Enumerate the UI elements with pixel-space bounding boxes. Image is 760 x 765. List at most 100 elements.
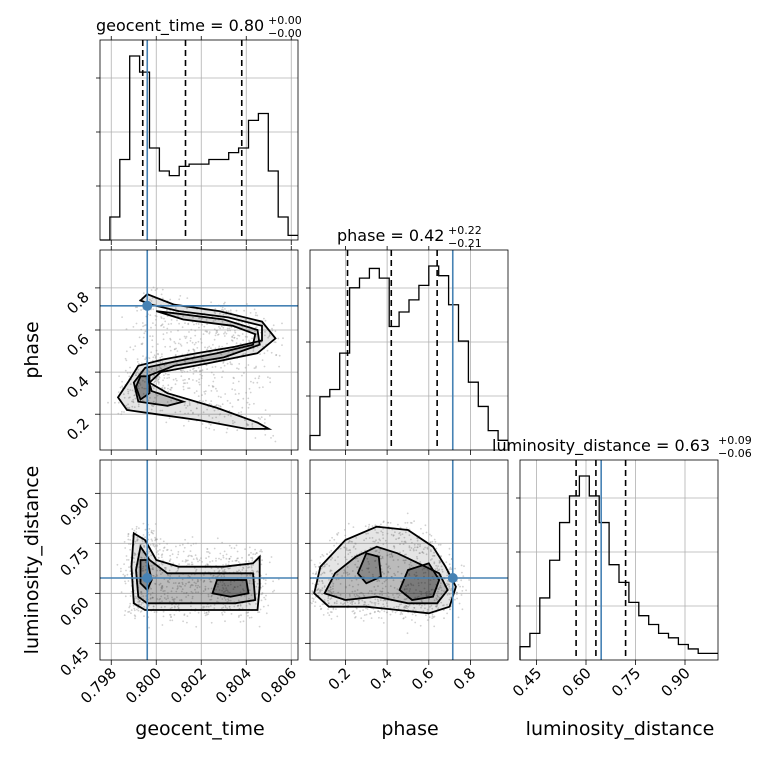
sample-point xyxy=(212,380,215,383)
sample-point xyxy=(137,609,140,612)
sample-point xyxy=(156,544,159,547)
sample-point xyxy=(231,560,234,562)
sample-point xyxy=(262,345,264,348)
sample-point xyxy=(201,394,203,396)
sample-point xyxy=(336,615,339,618)
sample-point xyxy=(397,559,399,561)
sample-point xyxy=(269,381,272,384)
sample-point xyxy=(329,539,331,542)
y-tick-label: 0.90 xyxy=(56,493,92,529)
sample-point xyxy=(370,590,373,593)
sample-point xyxy=(321,589,323,592)
sample-point xyxy=(438,568,441,571)
sample-point xyxy=(133,529,136,532)
sample-point xyxy=(222,606,225,609)
sample-point xyxy=(142,534,145,536)
sample-point xyxy=(223,332,225,335)
sample-point xyxy=(124,610,127,612)
sample-point xyxy=(179,410,182,413)
sample-point xyxy=(367,567,370,569)
sample-point xyxy=(318,591,321,594)
sample-point xyxy=(251,422,254,425)
sample-point xyxy=(226,601,229,603)
sample-point xyxy=(213,429,216,431)
contour-line xyxy=(135,544,257,605)
sample-point xyxy=(244,560,247,562)
sample-point xyxy=(425,531,428,534)
sample-point xyxy=(153,381,156,384)
sample-point xyxy=(428,593,431,595)
sample-point xyxy=(330,569,333,572)
sample-point xyxy=(221,612,223,614)
sample-point xyxy=(262,386,264,388)
sample-point xyxy=(125,404,128,407)
sample-point xyxy=(384,539,387,542)
sample-point xyxy=(383,580,386,583)
sample-point xyxy=(179,585,181,587)
sample-point xyxy=(247,406,250,409)
sample-point xyxy=(411,619,413,621)
sample-point xyxy=(205,611,208,614)
sample-point xyxy=(133,552,136,555)
sample-point xyxy=(170,389,172,391)
sample-point xyxy=(419,552,421,554)
sample-point xyxy=(431,588,433,591)
sample-point xyxy=(123,541,126,543)
sample-point xyxy=(241,374,243,377)
sample-point xyxy=(329,590,332,593)
sample-point xyxy=(191,536,194,538)
sample-point xyxy=(211,417,214,419)
sample-point xyxy=(344,570,347,573)
sample-point xyxy=(331,592,333,595)
sample-point xyxy=(197,580,200,582)
sample-point xyxy=(242,589,245,592)
sample-point xyxy=(398,603,401,606)
sample-point xyxy=(421,551,424,554)
sample-point xyxy=(416,537,418,539)
sample-point xyxy=(132,401,135,404)
sample-point xyxy=(163,547,165,549)
sample-point xyxy=(211,385,214,387)
sample-point xyxy=(437,569,440,572)
sample-point xyxy=(148,626,151,629)
sample-point xyxy=(162,610,165,613)
sample-point xyxy=(217,404,220,407)
truth-marker xyxy=(447,573,458,583)
sample-point xyxy=(120,567,122,570)
sample-point xyxy=(227,567,230,570)
sample-point xyxy=(404,598,407,601)
sample-point xyxy=(385,542,388,545)
sample-point xyxy=(321,565,324,568)
sample-point xyxy=(323,571,325,574)
sample-point xyxy=(214,308,217,310)
sample-point xyxy=(315,572,318,575)
sample-point xyxy=(241,406,244,409)
sample-point xyxy=(159,367,162,369)
sample-point xyxy=(369,600,372,603)
sample-point xyxy=(160,589,162,592)
title-luminosity-distance-plus: +0.09 xyxy=(718,434,752,447)
sample-point xyxy=(218,312,221,315)
sample-point xyxy=(143,324,146,327)
sample-point xyxy=(224,599,227,601)
density-fill xyxy=(136,546,256,604)
sample-point xyxy=(360,591,362,594)
sample-point xyxy=(215,387,217,390)
hist-bar xyxy=(268,171,278,240)
sample-point xyxy=(327,589,330,592)
sample-point xyxy=(158,381,161,384)
sample-point xyxy=(189,337,192,340)
sample-point xyxy=(185,596,188,598)
sample-point xyxy=(188,402,191,405)
sample-point xyxy=(142,292,145,295)
sample-point xyxy=(152,532,155,535)
sample-point xyxy=(233,586,236,589)
sample-point xyxy=(377,602,380,605)
sample-point xyxy=(116,563,119,566)
sample-point xyxy=(213,377,216,379)
sample-point xyxy=(381,590,384,593)
hist-bar xyxy=(708,653,718,660)
sample-point xyxy=(172,598,175,601)
sample-point xyxy=(394,531,396,534)
x-tick-label: 0.6 xyxy=(408,664,438,694)
